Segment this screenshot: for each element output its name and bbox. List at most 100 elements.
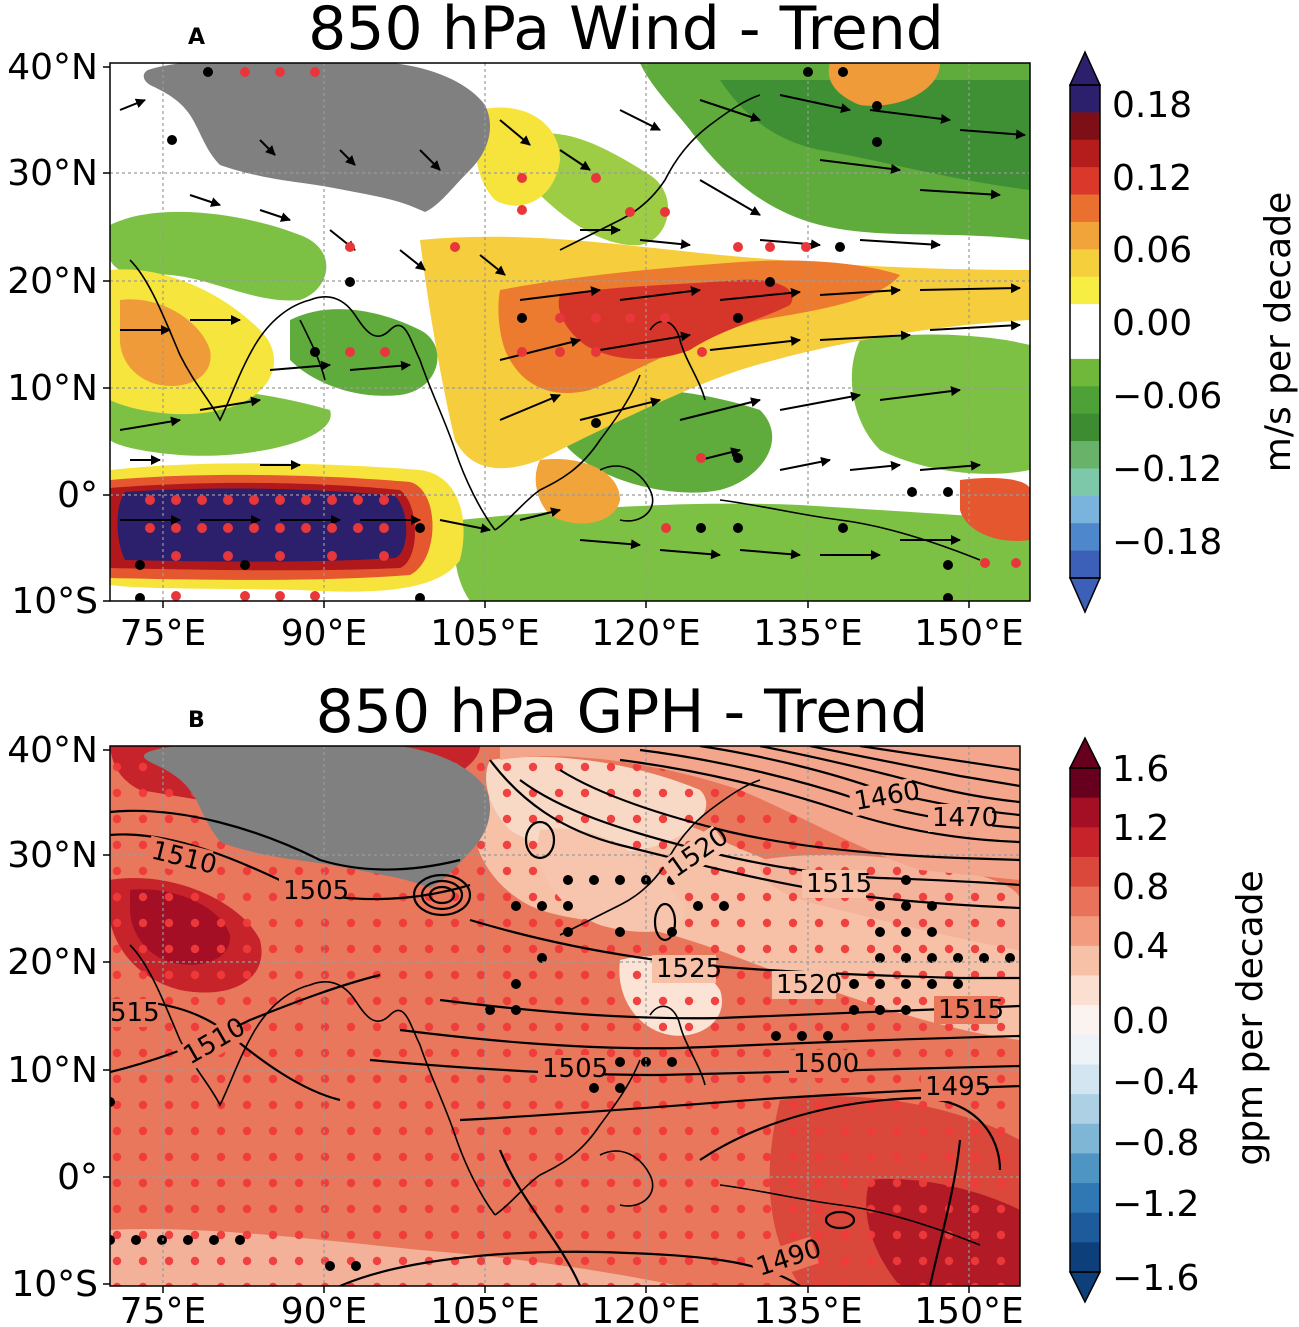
lon-tick-label: 120°E: [591, 613, 700, 654]
contour-label: 515: [110, 998, 160, 1028]
colorbar-a-tick: −0.12: [1112, 449, 1222, 490]
colorbar-band: [1070, 276, 1100, 305]
green-trend-region: [110, 211, 327, 301]
colorbar-band: [1070, 1212, 1100, 1243]
contour-label: 1495: [925, 1072, 991, 1102]
contour-label: 1520: [776, 970, 842, 1000]
colorbar-b-bands: [1070, 768, 1100, 1273]
positive-trend-region: [828, 63, 940, 106]
lon-tick-label: 135°E: [753, 613, 862, 654]
colorbar-band: [1070, 856, 1100, 888]
panel-b-map: 1510 1505 515 1510 1525 1520 1515 1515 1…: [110, 746, 1020, 1286]
colorbar-band: [1070, 1064, 1100, 1095]
colorbar-band: [1070, 221, 1100, 250]
lat-tick-label: 10°N: [7, 1050, 98, 1091]
colorbar-b-tick: −1.6: [1112, 1258, 1199, 1299]
positive-trend-region: [120, 299, 211, 386]
lat-tick-label: 10°S: [11, 1264, 98, 1305]
colorbar-band: [1070, 249, 1100, 278]
colorbar-band: [1070, 1123, 1100, 1154]
significance-dots-black: [135, 67, 953, 601]
colorbar-band: [1070, 975, 1100, 1006]
colorbar-a-extend-bottom: [1068, 577, 1102, 614]
colorbar-b-tick: −0.4: [1112, 1062, 1199, 1103]
panel-a-map: [110, 63, 1030, 601]
colorbar-band: [1070, 1005, 1100, 1036]
colorbar-a-bands: [1070, 85, 1100, 579]
lon-tick-label: 75°E: [120, 613, 207, 654]
colorbar-band: [1070, 550, 1100, 579]
positive-trend-region: [960, 478, 1030, 541]
colorbar-b-frame: [1069, 767, 1101, 1273]
contour-label: 1500: [793, 1049, 859, 1079]
colorbar-b-tick: −0.8: [1112, 1123, 1199, 1164]
lon-tick-label: 105°E: [430, 1291, 539, 1327]
colorbar-band: [1070, 523, 1100, 552]
colorbar-b-tick: −1.2: [1112, 1184, 1199, 1225]
colorbar-b-extend-top: [1068, 736, 1102, 769]
colorbar-b-tick: 1.2: [1112, 808, 1169, 849]
colorbar-band: [1070, 441, 1100, 469]
colorbar-band: [1070, 194, 1100, 223]
contour-label: 1505: [283, 876, 349, 906]
lon-tick-label: 150°E: [914, 1291, 1023, 1327]
panel-b-title: 850 hPa GPH - Trend: [316, 677, 929, 747]
lat-tick-label: 10°N: [7, 368, 98, 409]
lon-tick-label: 150°E: [914, 613, 1023, 654]
green-trend-region: [454, 503, 1030, 601]
lat-tick-label: 20°N: [7, 261, 98, 302]
colorbar-b-tick: 0.0: [1112, 1001, 1169, 1042]
colorbar-band: [1070, 304, 1100, 332]
panel-a-lat-axis: [103, 66, 110, 602]
lat-tick-label: 0°: [57, 475, 98, 516]
colorbar-a-tick: 0.06: [1112, 230, 1192, 271]
panel-b-lat-axis: [103, 749, 110, 1285]
lat-tick-label: 30°N: [7, 153, 98, 194]
colorbar-band: [1070, 1153, 1100, 1184]
panel-b-map-frame: [109, 745, 1021, 1287]
positive-trend-region: [475, 107, 560, 206]
lon-tick-label: 90°E: [281, 613, 368, 654]
colorbar-band: [1070, 886, 1100, 917]
green-trend-region: [851, 334, 1030, 474]
colorbar-band: [1070, 1242, 1100, 1273]
colorbar-a-extend-top: [1068, 50, 1102, 86]
colorbar-band: [1070, 945, 1100, 977]
panel-b-letter: B: [188, 708, 205, 733]
colorbar-b: 1.6 1.2 0.8 0.4 0.0 −0.4 −0.8 −1.2 −1.6 …: [1068, 736, 1271, 1304]
colorbar-a-tick: 0.12: [1112, 158, 1192, 199]
lon-tick-label: 90°E: [281, 1291, 368, 1327]
colorbar-band: [1070, 413, 1100, 442]
colorbar-b-tick: 1.6: [1112, 749, 1169, 790]
panel-a-title: 850 hPa Wind - Trend: [308, 0, 944, 64]
tibetan-plateau-mask: [143, 746, 491, 888]
colorbar-band: [1070, 827, 1100, 858]
positive-trend-region: [558, 279, 793, 360]
green-trend-region: [720, 80, 1030, 190]
colorbar-a-tick: −0.06: [1112, 376, 1222, 417]
colorbar-b-tick: 0.8: [1112, 867, 1169, 908]
low-trend-mask: [500, 746, 1020, 880]
contour-label: 1515: [938, 995, 1004, 1025]
lon-tick-label: 120°E: [591, 1291, 700, 1327]
contour-label: 1515: [806, 869, 872, 899]
low-trend-mask: [538, 828, 685, 932]
colorbar-band: [1070, 1094, 1100, 1125]
significance-dots-red: [145, 67, 1021, 601]
colorbar-a-tick: 0.00: [1112, 303, 1192, 344]
panel-b: B 850 hPa GPH - Trend: [7, 677, 1271, 1327]
lat-tick-label: 40°N: [7, 730, 98, 771]
colorbar-a: 0.18 0.12 0.06 0.00 −0.06 −0.12 −0.18 m/…: [1068, 50, 1299, 614]
contour-label: 1525: [656, 954, 722, 984]
lat-tick-label: 30°N: [7, 835, 98, 876]
lon-tick-label: 135°E: [753, 1291, 862, 1327]
colorbar-a-label: m/s per decade: [1258, 192, 1299, 473]
panel-a-letter: A: [188, 25, 205, 50]
strong-positive-trend-region: [117, 488, 407, 562]
colorbar-band: [1070, 112, 1100, 141]
colorbar-band: [1070, 167, 1100, 196]
colorbar-a-tick: 0.18: [1112, 85, 1192, 126]
green-trend-region: [290, 309, 438, 396]
panel-a: A 850 hPa Wind - Trend: [7, 0, 1299, 654]
colorbar-band: [1070, 85, 1100, 113]
